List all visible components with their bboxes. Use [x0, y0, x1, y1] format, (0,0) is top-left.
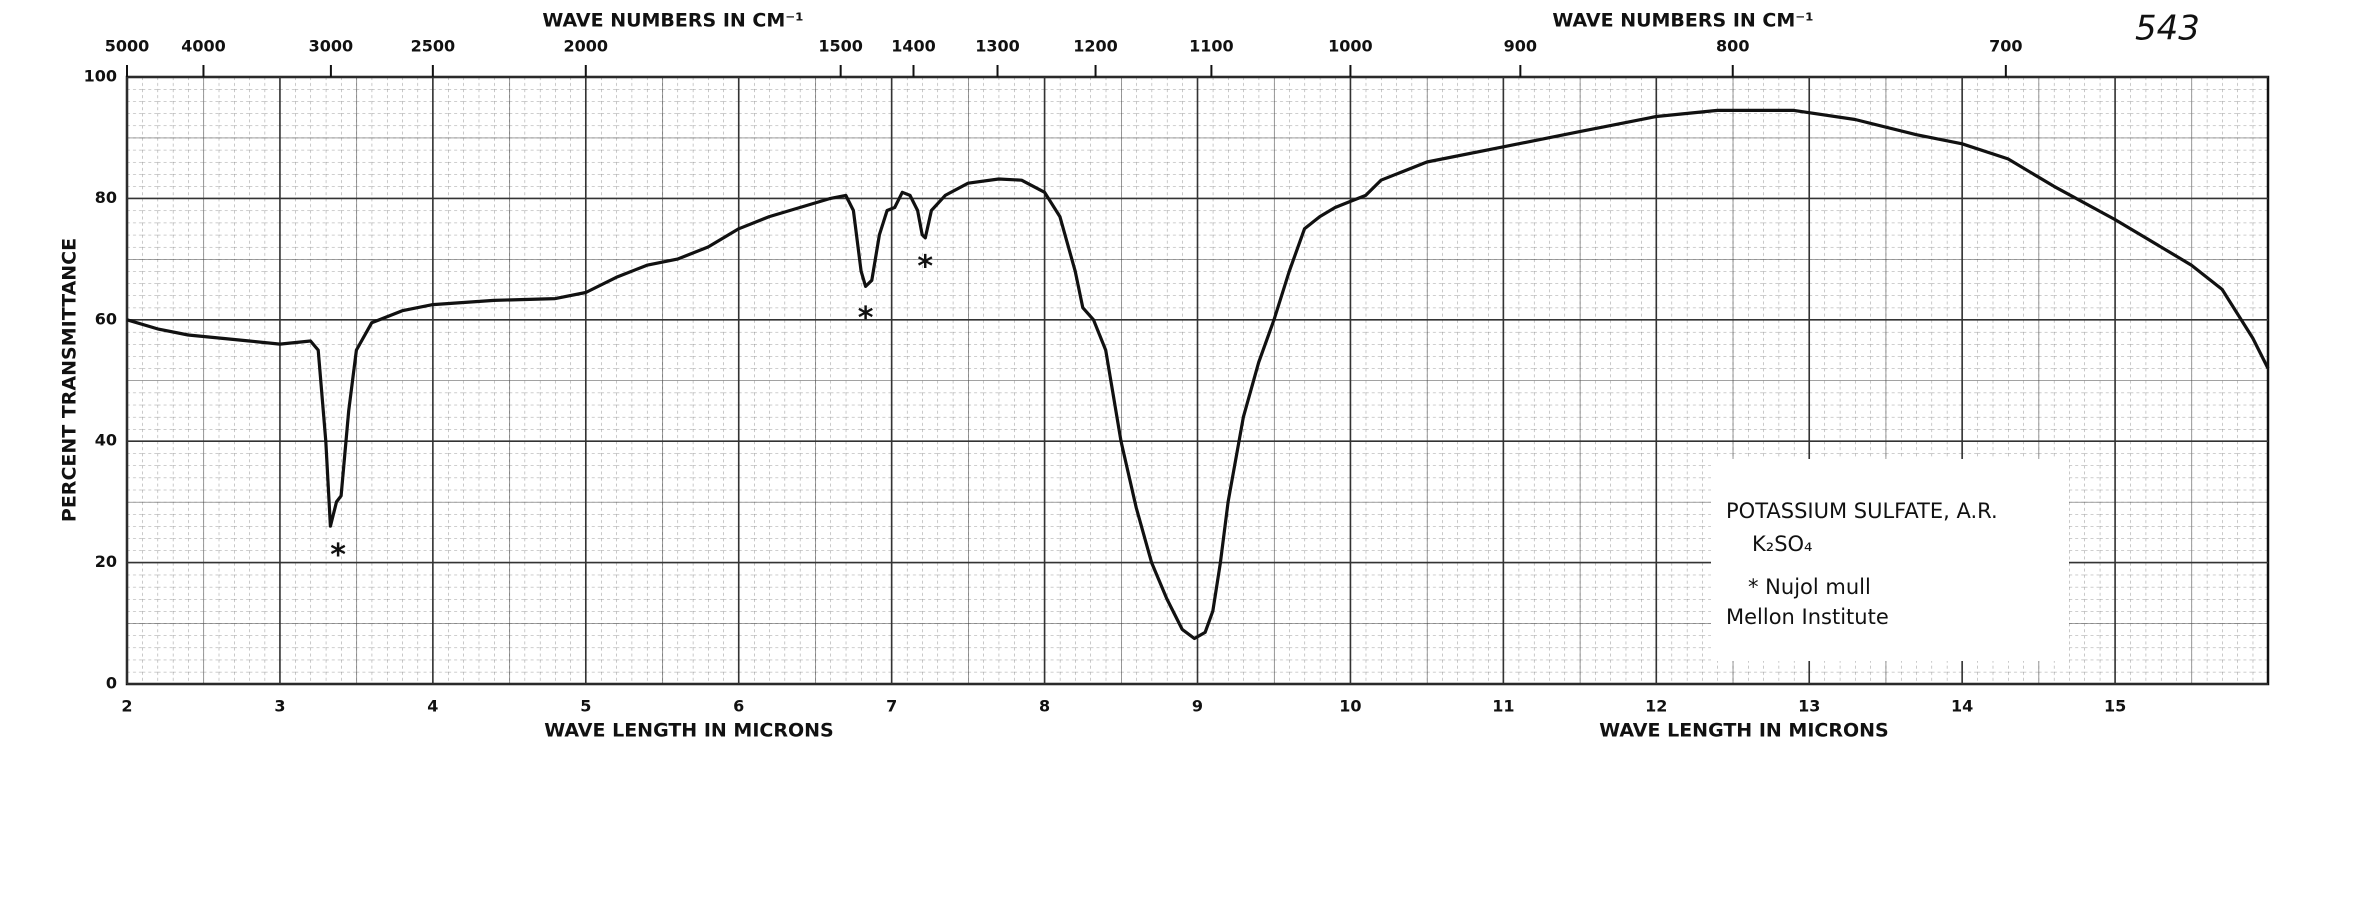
- y-tick-label: 20: [95, 552, 117, 571]
- legend-text: * Nujol mull: [1748, 575, 1871, 599]
- annotation: *: [917, 250, 933, 285]
- x-axis-title: WAVE LENGTH IN MICRONS: [544, 720, 833, 742]
- legend-text: K₂SO₄: [1752, 532, 1812, 556]
- x2-tick-label: 5000: [105, 37, 150, 56]
- x2-tick-label: 3000: [309, 37, 354, 56]
- y-tick-label: 80: [95, 188, 117, 207]
- x-tick-label: 4: [427, 697, 438, 716]
- y-tick-label: 60: [95, 309, 117, 328]
- legend-text: Mellon Institute: [1726, 605, 1889, 629]
- x-tick-label: 9: [1192, 697, 1203, 716]
- x2-tick-label: 2500: [411, 37, 456, 56]
- x2-tick-label: 1100: [1189, 37, 1234, 56]
- x2-tick-label: 1400: [891, 37, 936, 56]
- annotation: *: [858, 301, 874, 336]
- x-tick-label: 5: [580, 697, 591, 716]
- spectrum-line: [126, 108, 2270, 641]
- x2-tick-label: 1000: [1328, 37, 1373, 56]
- annotation: *: [330, 538, 346, 573]
- x2-tick-label: 900: [1504, 37, 1537, 56]
- x2-tick-label: 1500: [818, 37, 863, 56]
- x2-tick-label: 1200: [1073, 37, 1118, 56]
- x2-tick-label: 2000: [564, 37, 609, 56]
- x2-tick-label: 1300: [975, 37, 1020, 56]
- x2-tick-label: 4000: [181, 37, 226, 56]
- x-tick-label: 13: [1798, 697, 1820, 716]
- x2-tick-label: 700: [1989, 37, 2022, 56]
- x-tick-label: 12: [1645, 697, 1667, 716]
- x-tick-label: 15: [2104, 697, 2126, 716]
- x-tick-label: 2: [121, 697, 132, 716]
- x-tick-label: 8: [1039, 697, 1050, 716]
- y-axis-title: PERCENT TRANSMITTANCE: [59, 238, 81, 522]
- x-tick-label: 10: [1339, 697, 1361, 716]
- legend-text: POTASSIUM SULFATE, A.R.: [1726, 499, 1998, 523]
- x2-tick-label: 800: [1716, 37, 1749, 56]
- y-tick-label: 100: [84, 67, 117, 86]
- x-tick-label: 3: [274, 697, 285, 716]
- y-tick-label: 40: [95, 431, 117, 450]
- x-tick-label: 6: [733, 697, 744, 716]
- page-number: 543: [2135, 9, 2200, 49]
- x-tick-label: 7: [886, 697, 897, 716]
- x-tick-label: 14: [1951, 697, 1973, 716]
- top-axis-title: WAVE NUMBERS IN CM⁻¹: [1552, 10, 1813, 32]
- legend-box: [1711, 459, 2069, 661]
- x-tick-label: 11: [1492, 697, 1514, 716]
- x-axis-title: WAVE LENGTH IN MICRONS: [1599, 720, 1888, 742]
- y-tick-label: 0: [106, 674, 117, 693]
- top-axis-title: WAVE NUMBERS IN CM⁻¹: [542, 10, 803, 32]
